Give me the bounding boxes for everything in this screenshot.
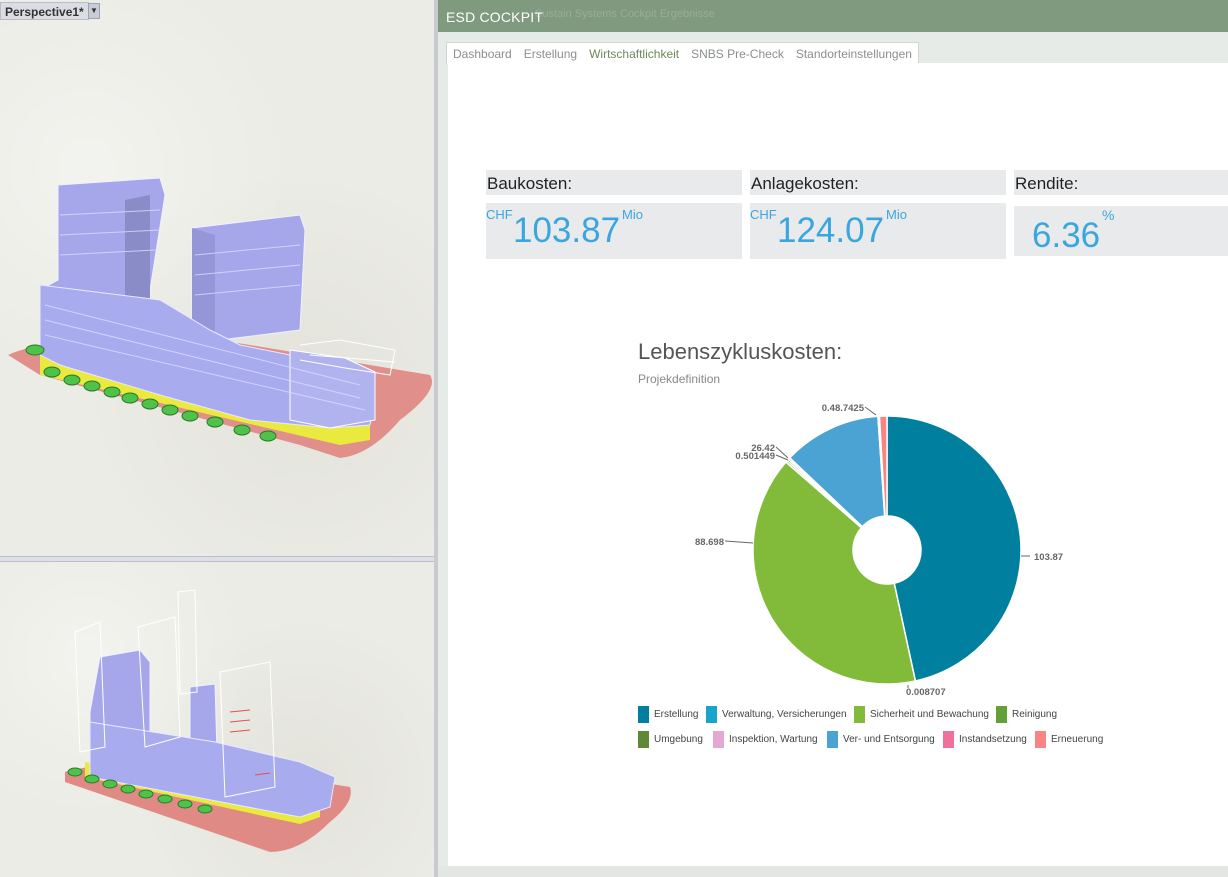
legend-swatch bbox=[996, 705, 1007, 723]
window-title: ESD COCKPIT bbox=[446, 9, 544, 25]
kpi-rendite-label: Rendite: bbox=[1014, 170, 1228, 195]
tab-wirtschaftlichkeit[interactable]: Wirtschaftlichkeit bbox=[589, 47, 680, 61]
legend-swatch bbox=[638, 730, 649, 748]
building-model-render bbox=[65, 589, 351, 852]
perspective-viewport-top[interactable]: Perspective1* ▼ bbox=[0, 0, 434, 556]
tab-snbs-pre-check[interactable]: SNBS Pre-Check bbox=[691, 47, 784, 61]
kpi-baukosten-value: 103.87 bbox=[513, 211, 621, 250]
data-label: 0.501449 bbox=[735, 451, 775, 462]
kpi-baukosten-suffix: Mio bbox=[622, 207, 643, 222]
data-label: 0.008707 bbox=[906, 687, 946, 698]
viewport-title[interactable]: Perspective1* bbox=[0, 2, 89, 20]
kpi-anlagekosten-prefix: CHF bbox=[750, 207, 777, 222]
window-bottom-border bbox=[438, 866, 1228, 877]
legend-swatch bbox=[943, 730, 954, 748]
kpi-rendite-value: 6.36 bbox=[1032, 216, 1101, 255]
legend-label: Instandsetzung bbox=[959, 733, 1027, 745]
splitter[interactable] bbox=[434, 0, 438, 877]
legend-label: Umgebung bbox=[654, 733, 703, 745]
legend-swatch bbox=[854, 705, 865, 723]
data-label-leader bbox=[724, 540, 754, 544]
legend-swatch bbox=[638, 705, 649, 723]
legend-swatch bbox=[827, 730, 838, 748]
window-titlebar[interactable]: Sustain Systems Cockpit Ergebnisse ESD C… bbox=[438, 0, 1228, 32]
kpi-anlagekosten-suffix: Mio bbox=[886, 207, 907, 222]
legend-item-8[interactable]: Erneuerung bbox=[1035, 730, 1103, 748]
legend-item-4[interactable]: Umgebung bbox=[638, 730, 703, 748]
tab-dashboard[interactable]: Dashboard bbox=[453, 47, 512, 61]
lifecycle-cost-donut-chart: 103.87 88.698 26.420.501449 0.48.7425 0.0087… bbox=[695, 403, 1063, 698]
chevron-down-icon[interactable]: ▼ bbox=[88, 3, 100, 19]
tab-bar: Dashboard Erstellung Wirtschaftlichkeit … bbox=[446, 42, 919, 64]
pie-slice-8[interactable] bbox=[878, 415, 888, 517]
data-label: 88.698 bbox=[695, 537, 724, 548]
legend-label: Inspektion, Wartung bbox=[729, 733, 818, 745]
kpi-baukosten-label: Baukosten: bbox=[486, 170, 742, 195]
kpi-baukosten-card: CHF 103.87 Mio bbox=[486, 203, 742, 259]
wirtschaftlichkeit-panel: Baukosten: CHF 103.87 Mio Anlagekosten: … bbox=[448, 63, 1228, 866]
kpi-baukosten-prefix: CHF bbox=[486, 207, 513, 222]
kpi-rendite-suffix: % bbox=[1102, 207, 1115, 223]
building-model-render bbox=[8, 177, 432, 458]
viewport-divider[interactable] bbox=[0, 556, 436, 562]
data-label: 103.87 bbox=[1034, 552, 1063, 563]
legend-swatch bbox=[713, 730, 724, 748]
tab-erstellung[interactable]: Erstellung bbox=[523, 47, 578, 61]
legend-label: Erneuerung bbox=[1051, 733, 1104, 745]
kpi-anlagekosten-value: 124.07 bbox=[777, 211, 885, 250]
data-label-leader bbox=[864, 406, 877, 416]
legend-item-2[interactable]: Sicherheit und Bewachung bbox=[854, 705, 989, 723]
legend-item-5[interactable]: Inspektion, Wartung bbox=[713, 730, 818, 748]
legend-item-3[interactable]: Reinigung bbox=[996, 705, 1057, 723]
data-label-leader bbox=[775, 454, 789, 461]
data-label: 26.42 bbox=[751, 443, 775, 454]
esd-cockpit-window: Sustain Systems Cockpit Ergebnisse ESD C… bbox=[438, 0, 1228, 877]
kpi-anlagekosten-card: CHF 124.07 Mio bbox=[750, 203, 1006, 259]
legend-item-6[interactable]: Ver- und Entsorgung bbox=[827, 730, 935, 748]
legend-item-7[interactable]: Instandsetzung bbox=[943, 730, 1027, 748]
legend-label: Ver- und Entsorgung bbox=[843, 733, 935, 745]
perspective-viewport-bottom[interactable] bbox=[0, 562, 434, 877]
pie-slice-2[interactable] bbox=[752, 460, 917, 685]
data-label: 0.48.7425 bbox=[822, 403, 865, 414]
legend-label: Sicherheit und Bewachung bbox=[870, 708, 989, 720]
legend-swatch bbox=[1035, 730, 1046, 748]
chart-title: Lebenszykluskosten: bbox=[638, 339, 843, 364]
kpi-anlagekosten-label: Anlagekosten: bbox=[750, 170, 1006, 195]
legend-item-1[interactable]: Verwaltung, Versicherungen bbox=[706, 705, 847, 723]
kpi-rendite-card: 6.36 % bbox=[1014, 206, 1228, 256]
chart-subtitle: Projekdefinition bbox=[638, 372, 721, 386]
background-window-title: Sustain Systems Cockpit Ergebnisse bbox=[535, 8, 715, 20]
pie-slice-6[interactable] bbox=[788, 415, 886, 528]
legend-label: Erstellung bbox=[654, 708, 699, 720]
legend-label: Reinigung bbox=[1012, 708, 1058, 720]
pie-slice-0[interactable] bbox=[886, 415, 1022, 682]
legend-swatch bbox=[706, 705, 717, 723]
legend-item-0[interactable]: Erstellung bbox=[638, 705, 698, 723]
tab-standorteinstellungen[interactable]: Standorteinstellungen bbox=[795, 47, 912, 61]
data-label-leader bbox=[775, 446, 789, 459]
legend-label: Verwaltung, Versicherungen bbox=[722, 708, 847, 720]
